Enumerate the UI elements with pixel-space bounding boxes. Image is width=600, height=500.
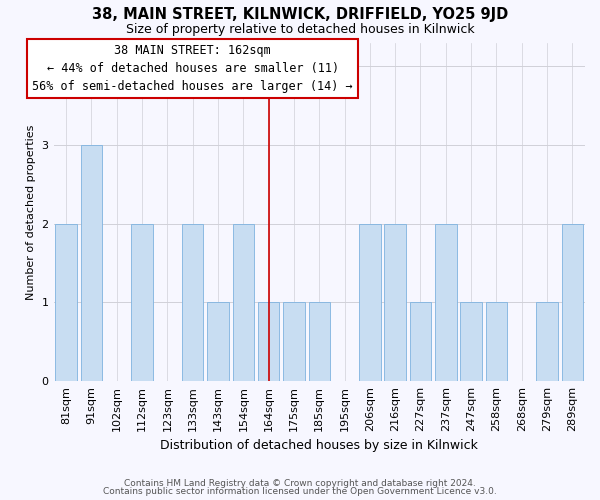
Bar [283,302,305,381]
Y-axis label: Number of detached properties: Number of detached properties [26,124,36,300]
Bar [435,224,457,381]
Bar [207,302,229,381]
Text: 38, MAIN STREET, KILNWICK, DRIFFIELD, YO25 9JD: 38, MAIN STREET, KILNWICK, DRIFFIELD, YO… [92,8,508,22]
Bar [258,302,280,381]
Text: 38 MAIN STREET: 162sqm
← 44% of detached houses are smaller (11)
56% of semi-det: 38 MAIN STREET: 162sqm ← 44% of detached… [32,44,353,93]
Text: Contains public sector information licensed under the Open Government Licence v3: Contains public sector information licen… [103,487,497,496]
Bar [81,145,102,381]
Bar [182,224,203,381]
Bar [55,224,77,381]
Bar [131,224,153,381]
X-axis label: Distribution of detached houses by size in Kilnwick: Distribution of detached houses by size … [160,440,478,452]
Bar [233,224,254,381]
Text: Size of property relative to detached houses in Kilnwick: Size of property relative to detached ho… [125,22,475,36]
Text: Contains HM Land Registry data © Crown copyright and database right 2024.: Contains HM Land Registry data © Crown c… [124,478,476,488]
Bar [359,224,380,381]
Bar [536,302,558,381]
Bar [385,224,406,381]
Bar [410,302,431,381]
Bar [562,224,583,381]
Bar [460,302,482,381]
Bar [308,302,330,381]
Bar [485,302,507,381]
